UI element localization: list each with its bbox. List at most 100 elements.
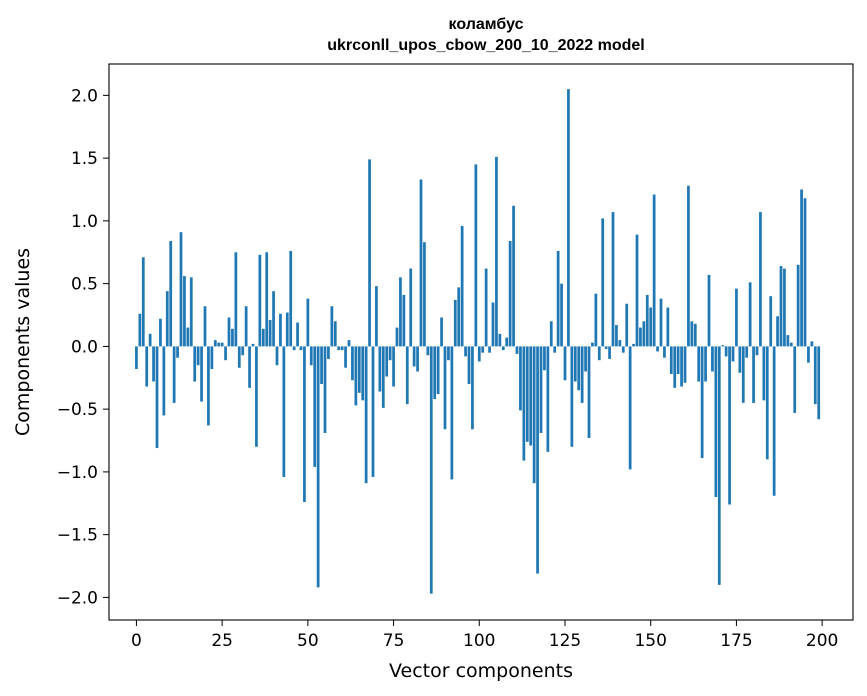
bar	[419, 179, 423, 347]
bar	[467, 346, 471, 385]
bar	[693, 323, 697, 347]
x-axis-label: Vector components	[389, 660, 573, 682]
bar	[165, 291, 169, 347]
bar	[299, 346, 303, 351]
bar	[261, 328, 265, 347]
bar	[145, 346, 149, 387]
bar	[189, 277, 193, 347]
bar	[680, 346, 683, 387]
x-tick-label: 200	[806, 631, 838, 651]
bar	[135, 346, 138, 369]
bar	[320, 346, 323, 385]
bar	[728, 346, 731, 505]
bar	[272, 291, 275, 347]
bar	[340, 346, 344, 351]
bar	[371, 346, 375, 477]
bar	[745, 346, 749, 358]
bar	[289, 251, 293, 347]
bar	[807, 346, 810, 363]
x-tick-label: 50	[297, 631, 319, 651]
bar	[176, 346, 179, 358]
bar	[471, 346, 474, 430]
bar	[649, 307, 653, 347]
bar	[368, 159, 371, 347]
bar	[169, 240, 173, 347]
bar	[217, 342, 221, 347]
bar	[632, 343, 635, 347]
bar	[755, 346, 759, 356]
y-tick-label: −1.0	[57, 463, 98, 483]
bar	[237, 346, 241, 368]
bar	[669, 346, 673, 374]
bar	[172, 346, 176, 403]
bar	[567, 89, 570, 347]
x-tick-label: 75	[383, 631, 405, 651]
bar	[207, 346, 210, 426]
bar	[546, 346, 550, 452]
bar	[381, 346, 385, 408]
bar	[375, 286, 378, 347]
bar	[337, 346, 341, 351]
bar	[210, 346, 214, 369]
y-tick-label: 2.0	[71, 86, 98, 106]
bar	[440, 317, 443, 347]
bar	[152, 346, 155, 382]
bar	[364, 346, 368, 484]
bar	[460, 225, 464, 347]
bar	[697, 346, 701, 382]
bar	[141, 257, 145, 347]
bar	[512, 205, 515, 347]
bar	[800, 189, 803, 347]
bar	[765, 346, 769, 460]
bar	[227, 317, 231, 347]
bar	[457, 287, 461, 347]
bar	[412, 346, 416, 367]
bar	[776, 316, 779, 347]
bar	[241, 346, 245, 356]
x-tick-label: 175	[720, 631, 752, 651]
bar	[529, 346, 533, 446]
bar	[183, 276, 186, 347]
bar	[573, 346, 577, 382]
bar	[584, 346, 587, 372]
bar	[615, 325, 618, 347]
bar	[793, 346, 797, 413]
bar	[138, 313, 142, 347]
bar	[505, 337, 509, 347]
bar	[155, 346, 159, 449]
bar	[635, 234, 639, 347]
bar	[231, 328, 234, 347]
bar	[279, 313, 282, 347]
bar	[213, 340, 217, 347]
bar	[762, 346, 766, 401]
bar	[354, 346, 358, 406]
bar	[687, 185, 690, 347]
bar	[690, 321, 694, 347]
bar	[203, 306, 207, 347]
bar	[752, 346, 755, 403]
bar	[717, 346, 721, 585]
bar	[501, 346, 505, 351]
bar	[333, 321, 337, 347]
bar	[327, 346, 330, 359]
bar	[196, 346, 200, 366]
bar	[591, 342, 594, 347]
bar	[741, 346, 745, 403]
bar	[388, 346, 392, 361]
bar	[234, 252, 238, 347]
bar	[560, 283, 563, 347]
bar	[268, 320, 272, 347]
bar	[484, 268, 488, 347]
bar	[618, 340, 622, 347]
bar	[423, 242, 426, 347]
bar	[447, 346, 450, 361]
bar	[450, 346, 454, 480]
x-ticks: 0 25 50 75 100 125 150 175 200	[131, 620, 838, 651]
bar	[549, 321, 553, 347]
bar	[244, 306, 248, 347]
bar	[656, 346, 659, 352]
bar	[453, 299, 457, 347]
bar	[344, 346, 347, 368]
x-tick-label: 100	[463, 631, 495, 651]
bar	[395, 327, 399, 347]
